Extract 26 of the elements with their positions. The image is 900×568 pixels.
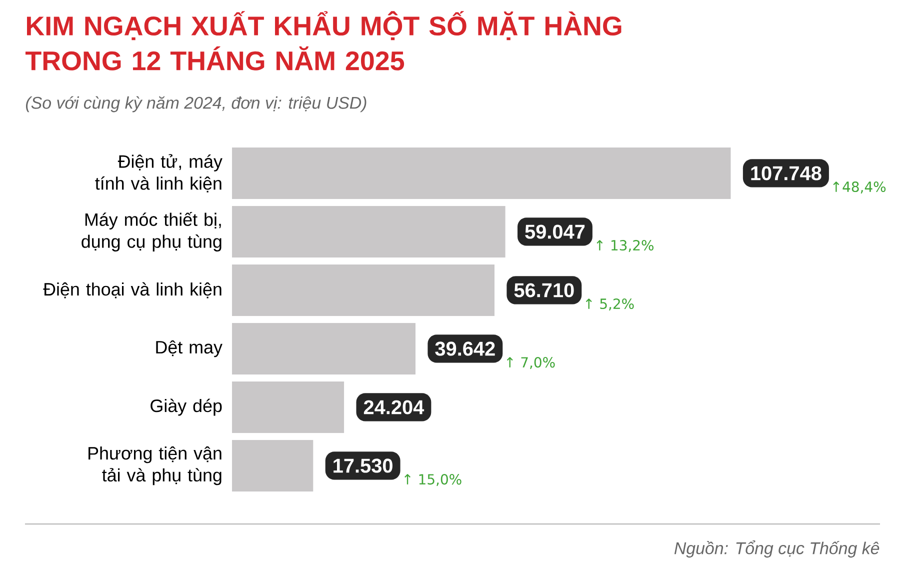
y-tick-label: Điện tử, máy tính và linh kiện <box>95 154 222 192</box>
data-label: 17.530 <box>334 458 392 473</box>
annotation: ↑48,4% <box>833 182 886 194</box>
chart-subtitle: (So với cùng kỳ năm 2024, đơn vị: triệu USD) <box>26 96 366 112</box>
annotation: ↑ 5,2% <box>586 298 634 310</box>
data-label: 107.748 <box>751 166 822 180</box>
annotation: ↑ 7,0% <box>506 357 555 369</box>
chart-title: KIM NGẠCH XUẤT KHẨU MỘT SỐ MẶT HÀNG TRONG 12 THÁNG NĂM 2025 <box>26 11 622 70</box>
annotation: ↑ 13,2% <box>596 240 654 252</box>
data-label: 56.710 <box>514 283 574 298</box>
bar <box>232 440 314 492</box>
bar <box>232 264 494 316</box>
y-tick-label: Phương tiện vận tải và phụ tùng <box>88 446 222 486</box>
annotation: ↑ 15,0% <box>404 474 462 486</box>
text: Nguồn: Tổng cục Thống kê <box>674 540 880 558</box>
data-label: 39.642 <box>435 342 495 356</box>
y-tick-label: Dệt may <box>156 340 222 358</box>
bar <box>232 382 344 433</box>
bar <box>232 206 506 258</box>
data-label: 59.047 <box>525 224 585 239</box>
y-tick-label: Máy móc thiết bị, dụng cụ phụ tùng <box>82 212 222 252</box>
data-label: 24.204 <box>364 400 424 414</box>
bar <box>232 148 731 199</box>
y-tick-label: Giày dép <box>150 398 222 416</box>
bar <box>232 323 416 374</box>
y-tick-label: Điện thoại và linh kiện <box>43 282 222 298</box>
